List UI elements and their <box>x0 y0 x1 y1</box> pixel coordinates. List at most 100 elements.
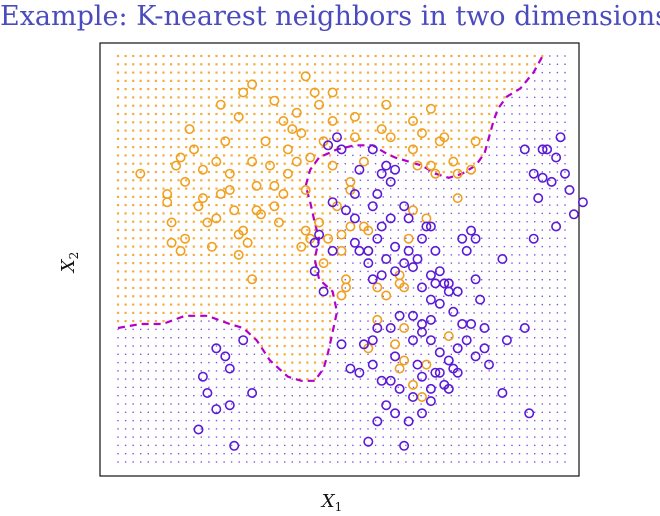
grid-dot-orange <box>336 137 339 140</box>
grid-dot-blue <box>374 262 377 264</box>
grid-dot-blue <box>465 403 468 405</box>
grid-dot-blue <box>321 395 324 397</box>
grid-dot-blue <box>230 453 233 455</box>
grid-dot-orange <box>359 129 362 132</box>
grid-dot-orange <box>116 146 120 149</box>
grid-dot-orange <box>230 54 233 58</box>
grid-dot-orange <box>245 146 248 149</box>
grid-dot-blue <box>435 345 437 347</box>
grid-dot-orange <box>200 245 203 248</box>
grid-dot-orange <box>132 154 135 157</box>
grid-dot-blue <box>564 295 566 297</box>
grid-dot-blue <box>200 461 202 463</box>
grid-dot-blue <box>534 279 536 281</box>
grid-dot-orange <box>177 195 180 198</box>
grid-dot-orange <box>139 88 142 91</box>
grid-dot-orange <box>503 79 506 82</box>
grid-dot-blue <box>420 270 422 273</box>
grid-dot-blue <box>382 361 384 364</box>
grid-dot-orange <box>359 112 362 116</box>
grid-dot-blue <box>352 187 354 190</box>
grid-dot-orange <box>351 112 354 116</box>
point-blue <box>443 355 454 366</box>
grid-dot-blue <box>329 444 331 447</box>
grid-dot-blue <box>526 279 528 281</box>
grid-dot-blue <box>208 395 210 397</box>
grid-dot-blue <box>488 171 490 173</box>
grid-dot-orange <box>518 54 521 58</box>
grid-dot-blue <box>344 287 346 289</box>
grid-dot-blue <box>291 453 293 455</box>
grid-dot-blue <box>321 428 324 430</box>
grid-dot-blue <box>337 245 339 248</box>
grid-dot-blue <box>140 411 142 413</box>
grid-dot-blue <box>359 386 362 389</box>
point-blue <box>425 270 436 281</box>
grid-dot-orange <box>139 295 142 298</box>
grid-dot-orange <box>132 204 135 207</box>
grid-dot-orange <box>147 79 150 82</box>
grid-dot-orange <box>260 88 263 91</box>
grid-dot-orange <box>139 137 142 140</box>
grid-dot-orange <box>283 303 286 306</box>
grid-dot-blue <box>284 444 286 447</box>
grid-dot-blue <box>147 444 149 447</box>
grid-dot-orange <box>465 104 468 107</box>
grid-dot-blue <box>458 187 460 190</box>
grid-dot-blue <box>155 345 157 347</box>
grid-dot-orange <box>321 270 324 273</box>
grid-dot-blue <box>246 345 248 347</box>
grid-dot-blue <box>344 386 346 389</box>
grid-dot-blue <box>488 461 490 463</box>
grid-dot-orange <box>253 311 256 314</box>
grid-dot-blue <box>177 378 180 380</box>
grid-dot-blue <box>458 403 460 405</box>
grid-dot-orange <box>533 54 536 58</box>
grid-dot-blue <box>541 287 543 289</box>
grid-dot-orange <box>116 278 120 281</box>
grid-dot-blue <box>344 221 346 223</box>
grid-dot-blue <box>200 361 202 364</box>
grid-dot-blue <box>549 453 551 455</box>
grid-dot-blue <box>412 444 415 447</box>
grid-dot-orange <box>253 220 256 223</box>
grid-dot-orange <box>253 262 256 265</box>
grid-dot-blue <box>481 262 483 264</box>
grid-dot-blue <box>344 254 346 256</box>
grid-dot-blue <box>458 395 460 397</box>
grid-dot-orange <box>465 79 468 82</box>
grid-dot-orange <box>238 195 241 198</box>
grid-dot-orange <box>139 204 142 207</box>
grid-dot-blue <box>556 163 559 165</box>
grid-dot-blue <box>443 337 445 339</box>
grid-dot-blue <box>534 378 536 380</box>
grid-dot-blue <box>511 212 513 215</box>
grid-dot-orange <box>495 79 498 82</box>
grid-dot-blue <box>549 345 551 347</box>
grid-dot-blue <box>193 453 195 455</box>
grid-dot-blue <box>284 419 286 422</box>
grid-dot-orange <box>162 71 165 74</box>
grid-dot-blue <box>556 436 559 438</box>
grid-dot-orange <box>435 79 438 82</box>
grid-dot-orange <box>169 63 173 66</box>
grid-dot-orange <box>488 96 491 99</box>
grid-dot-orange <box>192 162 195 165</box>
grid-dot-blue <box>177 453 180 455</box>
grid-dot-orange <box>238 154 241 157</box>
grid-dot-blue <box>443 196 445 198</box>
point-blue <box>229 440 240 451</box>
grid-dot-orange <box>116 270 120 273</box>
point-orange <box>381 290 392 301</box>
grid-dot-orange <box>192 112 195 116</box>
grid-dot-orange <box>139 121 142 124</box>
grid-dot-orange <box>366 71 370 74</box>
grid-dot-orange <box>291 320 294 323</box>
grid-dot-orange <box>457 121 460 124</box>
grid-dot-blue <box>382 163 384 165</box>
grid-dot-blue <box>382 187 384 190</box>
grid-dot-orange <box>268 71 271 74</box>
grid-dot-blue <box>541 353 543 355</box>
grid-dot-orange <box>291 369 294 372</box>
grid-dot-orange <box>359 54 362 58</box>
